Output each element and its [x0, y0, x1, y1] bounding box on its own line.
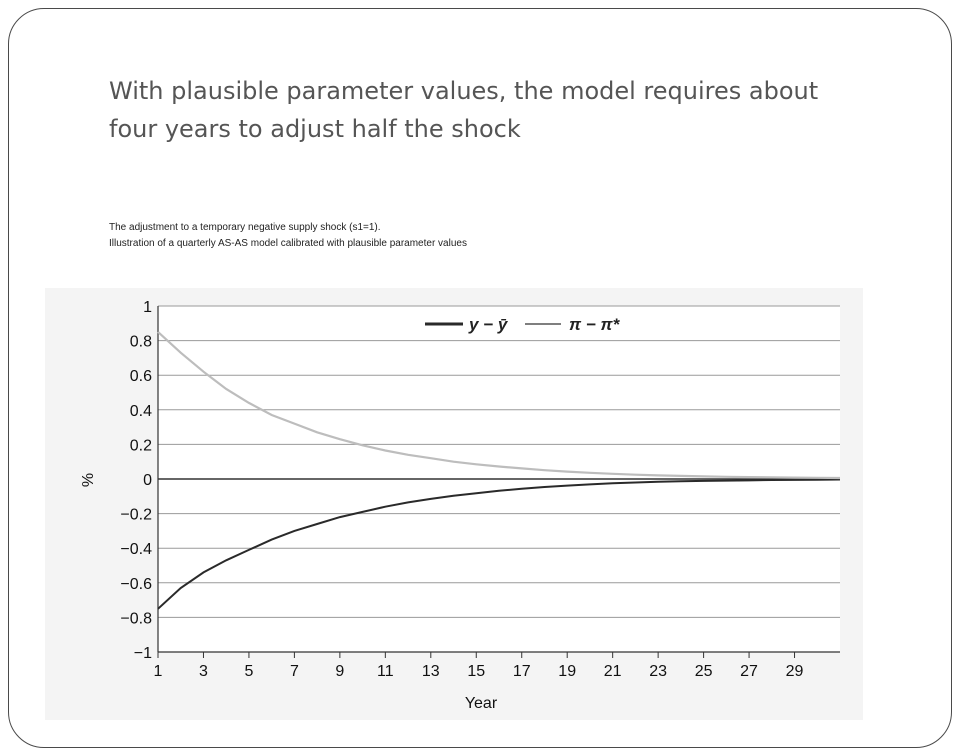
y-tick-label: 0.6 — [130, 368, 152, 385]
series-line-inflation-gap — [157, 331, 841, 480]
x-tick-label: 27 — [740, 663, 758, 680]
y-tick-label: 0.8 — [130, 334, 152, 351]
y-tick-label: −1 — [134, 645, 152, 662]
x-tick-label: 7 — [290, 663, 299, 680]
x-tick-label: 21 — [604, 663, 622, 680]
y-tick-label: 0.4 — [130, 403, 152, 420]
x-tick-label: 13 — [422, 663, 440, 680]
x-tick-label: 29 — [786, 663, 804, 680]
x-tick-label: 17 — [513, 663, 531, 680]
y-tick-label: 1 — [143, 299, 152, 316]
caption-line-2: Illustration of a quarterly AS-AS model … — [109, 238, 467, 249]
series-line-output-gap — [157, 478, 841, 610]
y-tick-label: 0.2 — [130, 437, 152, 454]
slide-title: With plausible parameter values, the mod… — [109, 77, 819, 143]
caption-line-1: The adjustment to a temporary negative s… — [109, 222, 381, 233]
x-tick-label: 9 — [335, 663, 344, 680]
y-tick-label: −0.2 — [120, 507, 152, 524]
x-tick-label: 23 — [649, 663, 667, 680]
figure-caption: The adjustment to a temporary negative s… — [109, 220, 809, 252]
x-tick-label: 11 — [377, 663, 394, 680]
y-tick-label: 0 — [143, 472, 152, 489]
legend-label-inflation-gap: π − π* — [569, 315, 621, 334]
x-tick-label: 15 — [467, 663, 485, 680]
chart-panel: 1 0.8 0.6 0.4 0.2 0 −0.2 −0.4 −0.6 −0.8 −1 1 3 5 7 9 11 1… — [45, 288, 863, 720]
y-tick-label: −0.8 — [120, 610, 152, 627]
x-tick-label: 25 — [695, 663, 713, 680]
y-axis-label: % — [80, 473, 97, 487]
y-tick-label: −0.6 — [120, 576, 152, 593]
x-tick-label: 5 — [244, 663, 253, 680]
line-chart: 10.80.60.40.20−0.2−0.4−0.6−0.8−11 3 5 7 9 11 1… — [80, 299, 841, 712]
x-axis-label: Year — [465, 695, 498, 712]
x-tick-label: 1 — [154, 663, 163, 680]
legend-label-output-gap: y − ȳ — [468, 315, 509, 334]
x-tick-label: 3 — [199, 663, 208, 680]
x-tick-label: 19 — [558, 663, 576, 680]
y-tick-label: −0.4 — [120, 541, 152, 558]
